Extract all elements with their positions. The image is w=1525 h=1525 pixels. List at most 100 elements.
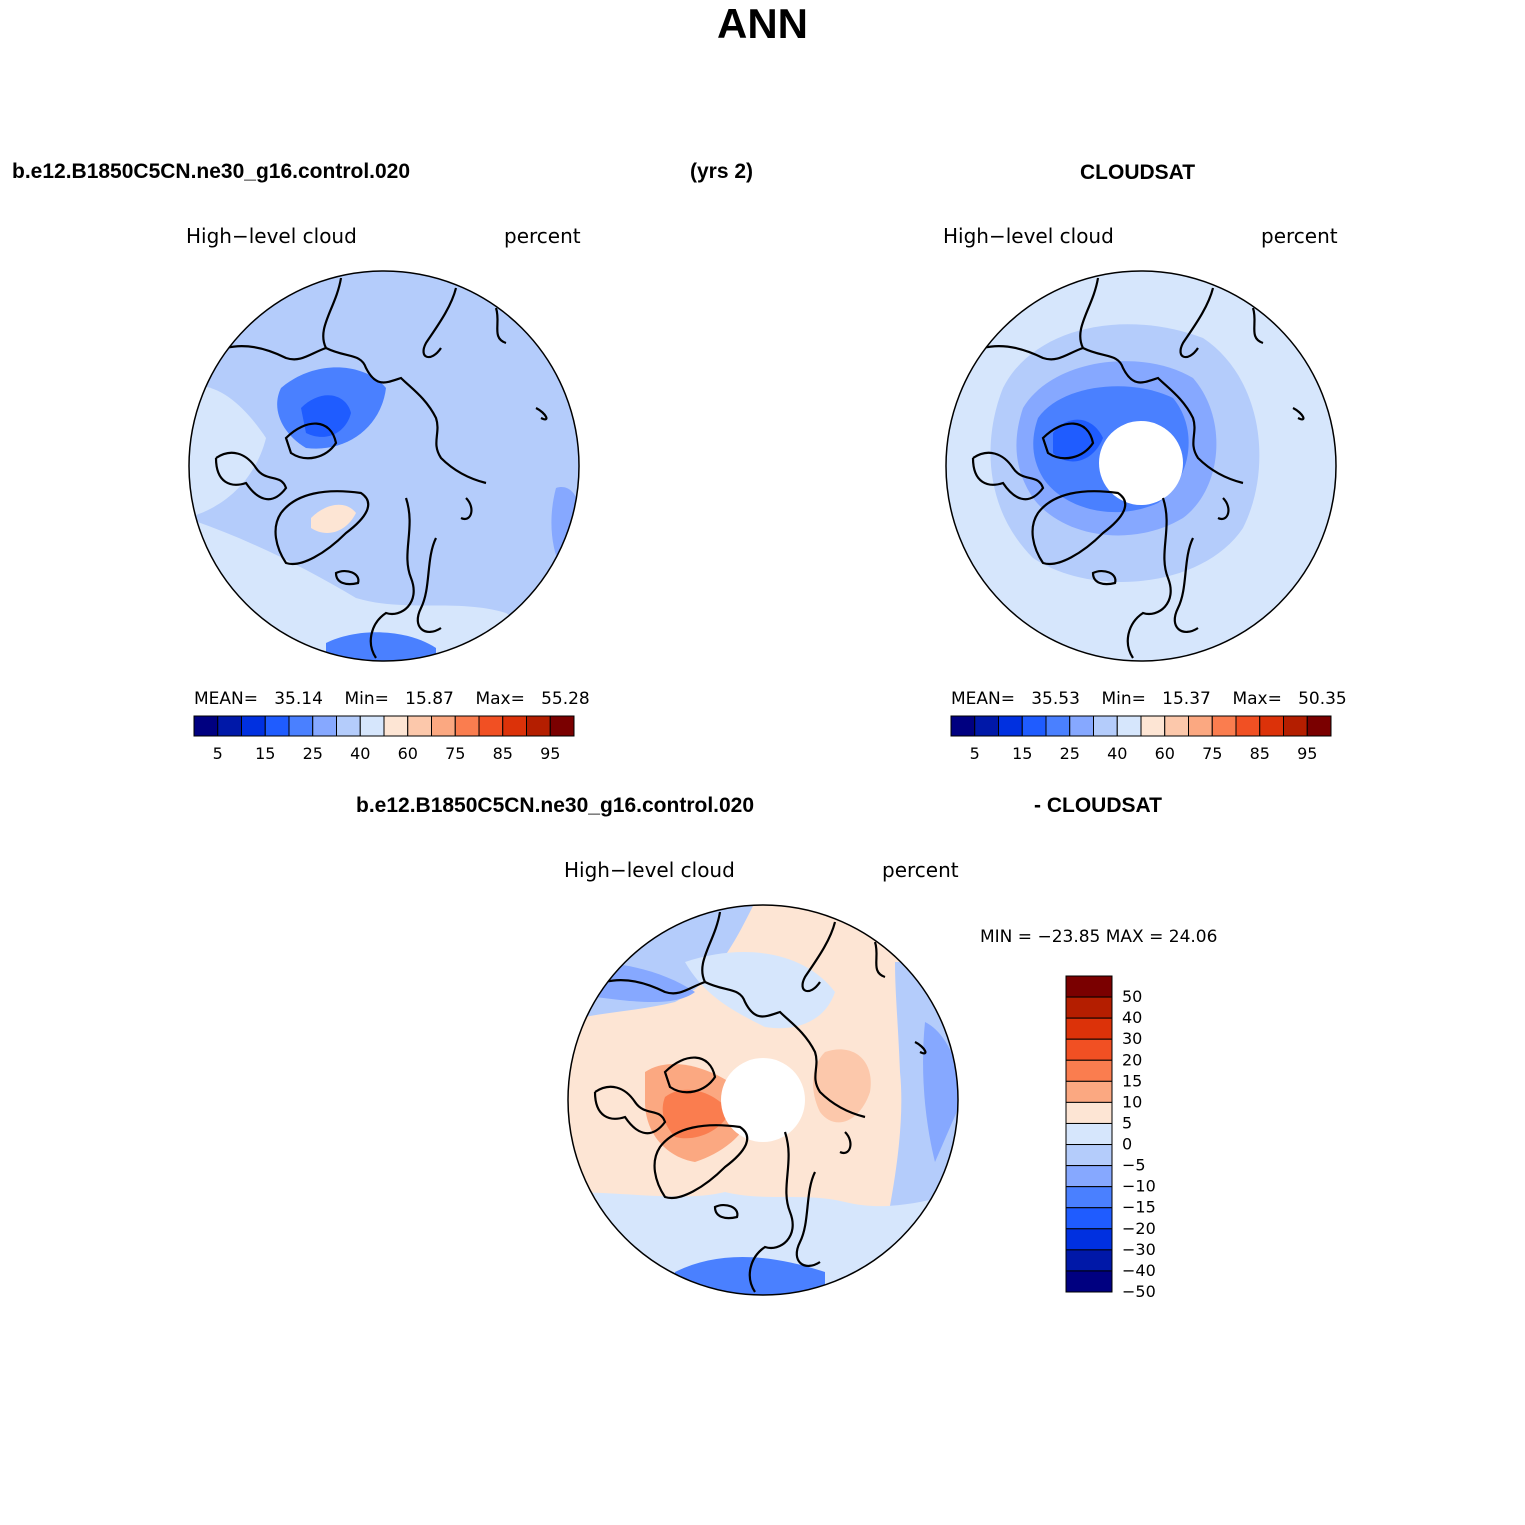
obs-units-label: percent	[1261, 224, 1338, 248]
model-colorbar-box	[478, 715, 504, 737]
model-colorbar-box	[454, 715, 480, 737]
obs-max-value: 50.35	[1298, 689, 1347, 709]
model-colorbar-box	[217, 715, 242, 737]
obs-colorbar-label: 15	[1012, 744, 1032, 763]
model-colorbar-box	[407, 715, 432, 737]
obs-colorbar-label: 85	[1250, 744, 1270, 763]
obs-colorbar-box	[1188, 715, 1213, 737]
diff-colorbar-box	[1065, 1228, 1113, 1251]
obs-name-label: CLOUDSAT	[1080, 161, 1196, 184]
model-colorbar-box	[336, 715, 361, 737]
model-colorbar-label: 40	[350, 744, 370, 763]
diff-colorbar-box	[1065, 1080, 1113, 1103]
obs-coastlines	[971, 277, 1305, 659]
diff-coastlines	[593, 911, 927, 1293]
model-colorbar: 5 15 25 40 60 75 85 95	[193, 715, 575, 763]
obs-colorbar-box	[1235, 715, 1261, 737]
diff-colorbar-label: 0	[1122, 1135, 1132, 1154]
model-polar-map	[188, 270, 580, 662]
diff-colorbar-box	[1065, 1165, 1113, 1188]
obs-colorbar-box	[998, 715, 1023, 737]
model-colorbar-box	[193, 715, 219, 737]
model-colorbar-label: 95	[540, 744, 560, 763]
diff-colorbar-label: −15	[1122, 1198, 1156, 1217]
diff-variable-label: High−level cloud	[564, 858, 735, 882]
obs-colorbar-box	[1306, 715, 1332, 737]
model-stats: MEAN= 35.14 Min= 15.87 Max= 55.28	[194, 689, 590, 709]
obs-stats: MEAN= 35.53 Min= 15.37 Max= 50.35	[951, 689, 1347, 709]
diff-colorbar-label: 20	[1122, 1050, 1142, 1069]
obs-colorbar: 5 15 25 40 60 75 85 95	[950, 715, 1332, 763]
obs-colorbar-label: 60	[1155, 744, 1175, 763]
obs-min-value: 15.37	[1162, 689, 1211, 709]
model-colorbar-label: 85	[493, 744, 513, 763]
model-max-label: Max=	[475, 689, 525, 709]
diff-missing-pole	[721, 1058, 805, 1142]
model-field-light-west	[189, 386, 266, 518]
obs-mean-value: 35.53	[1031, 689, 1080, 709]
diff-colorbar-box	[1065, 1122, 1113, 1146]
model-colorbar-box	[241, 715, 266, 737]
obs-mean-label: MEAN=	[951, 689, 1015, 709]
model-colorbar-box	[359, 715, 385, 737]
diff-colorbar-label: 10	[1122, 1092, 1142, 1111]
obs-colorbar-box	[950, 715, 976, 737]
obs-colorbar-box	[1140, 715, 1166, 737]
obs-colorbar-box	[1211, 715, 1237, 737]
model-mean-label: MEAN=	[194, 689, 258, 709]
model-field-light-south	[189, 518, 579, 661]
obs-min-label: Min=	[1101, 689, 1146, 709]
model-min-value: 15.87	[405, 689, 454, 709]
model-colorbar-label: 25	[303, 744, 323, 763]
model-variable-label: High−level cloud	[186, 224, 357, 248]
diff-colorbar-label: −5	[1122, 1156, 1146, 1175]
diff-field-neg-east	[885, 962, 958, 1232]
model-colorbar-label: 15	[255, 744, 275, 763]
obs-colorbar-box	[1045, 715, 1071, 737]
obs-max-label: Max=	[1232, 689, 1282, 709]
diff-colorbar-label: 30	[1122, 1029, 1142, 1048]
obs-colorbar-box	[1283, 715, 1308, 737]
diff-field-pos-east	[813, 1049, 871, 1123]
diff-colorbar-box	[1065, 975, 1113, 998]
diff-colorbar-label: 50	[1122, 987, 1142, 1006]
obs-missing-pole	[1099, 421, 1183, 505]
diff-colorbar-box	[1065, 1017, 1113, 1040]
obs-colorbar-label: 5	[970, 744, 980, 763]
diff-colorbar-box	[1065, 1186, 1113, 1209]
diff-colorbar-box	[1065, 996, 1113, 1019]
diff-field-neg-east-strong	[923, 1022, 958, 1162]
obs-colorbar-box	[1116, 715, 1142, 737]
diff-field-neg-north	[685, 952, 835, 1029]
model-colorbar-box	[526, 715, 551, 737]
obs-colorbar-box	[974, 715, 999, 737]
model-map-border	[188, 270, 580, 662]
diff-title-left: b.e12.B1850C5CN.ne30_g16.control.020	[356, 794, 755, 817]
model-colorbar-box	[549, 715, 575, 737]
main-title: ANN	[717, 0, 808, 47]
model-colorbar-box	[288, 715, 314, 737]
model-min-label: Min=	[344, 689, 389, 709]
obs-colorbar-label: 25	[1060, 744, 1080, 763]
diff-colorbar-box	[1065, 1270, 1113, 1293]
obs-variable-label: High−level cloud	[943, 224, 1114, 248]
case-name-label: b.e12.B1850C5CN.ne30_g16.control.020	[12, 160, 411, 183]
model-mean-value: 35.14	[274, 689, 323, 709]
diff-colorbar-label: 5	[1122, 1113, 1132, 1132]
diff-colorbar-box	[1065, 1249, 1113, 1272]
model-colorbar-box	[312, 715, 337, 737]
model-max-value: 55.28	[541, 689, 590, 709]
obs-polar-map	[945, 270, 1337, 662]
years-label: (yrs 2)	[690, 160, 754, 183]
model-coastlines	[214, 277, 548, 659]
diff-colorbar-box	[1065, 1144, 1113, 1167]
obs-colorbar-box	[1093, 715, 1118, 737]
diff-colorbar-label: −30	[1122, 1240, 1156, 1259]
diff-colorbar-label: −20	[1122, 1219, 1156, 1238]
model-field-medium-south	[326, 632, 436, 661]
diff-colorbar-label: −10	[1122, 1177, 1156, 1196]
diff-colorbar-label: 15	[1122, 1071, 1142, 1090]
model-colorbar-label: 75	[445, 744, 465, 763]
diff-title-right: - CLOUDSAT	[1034, 794, 1162, 817]
